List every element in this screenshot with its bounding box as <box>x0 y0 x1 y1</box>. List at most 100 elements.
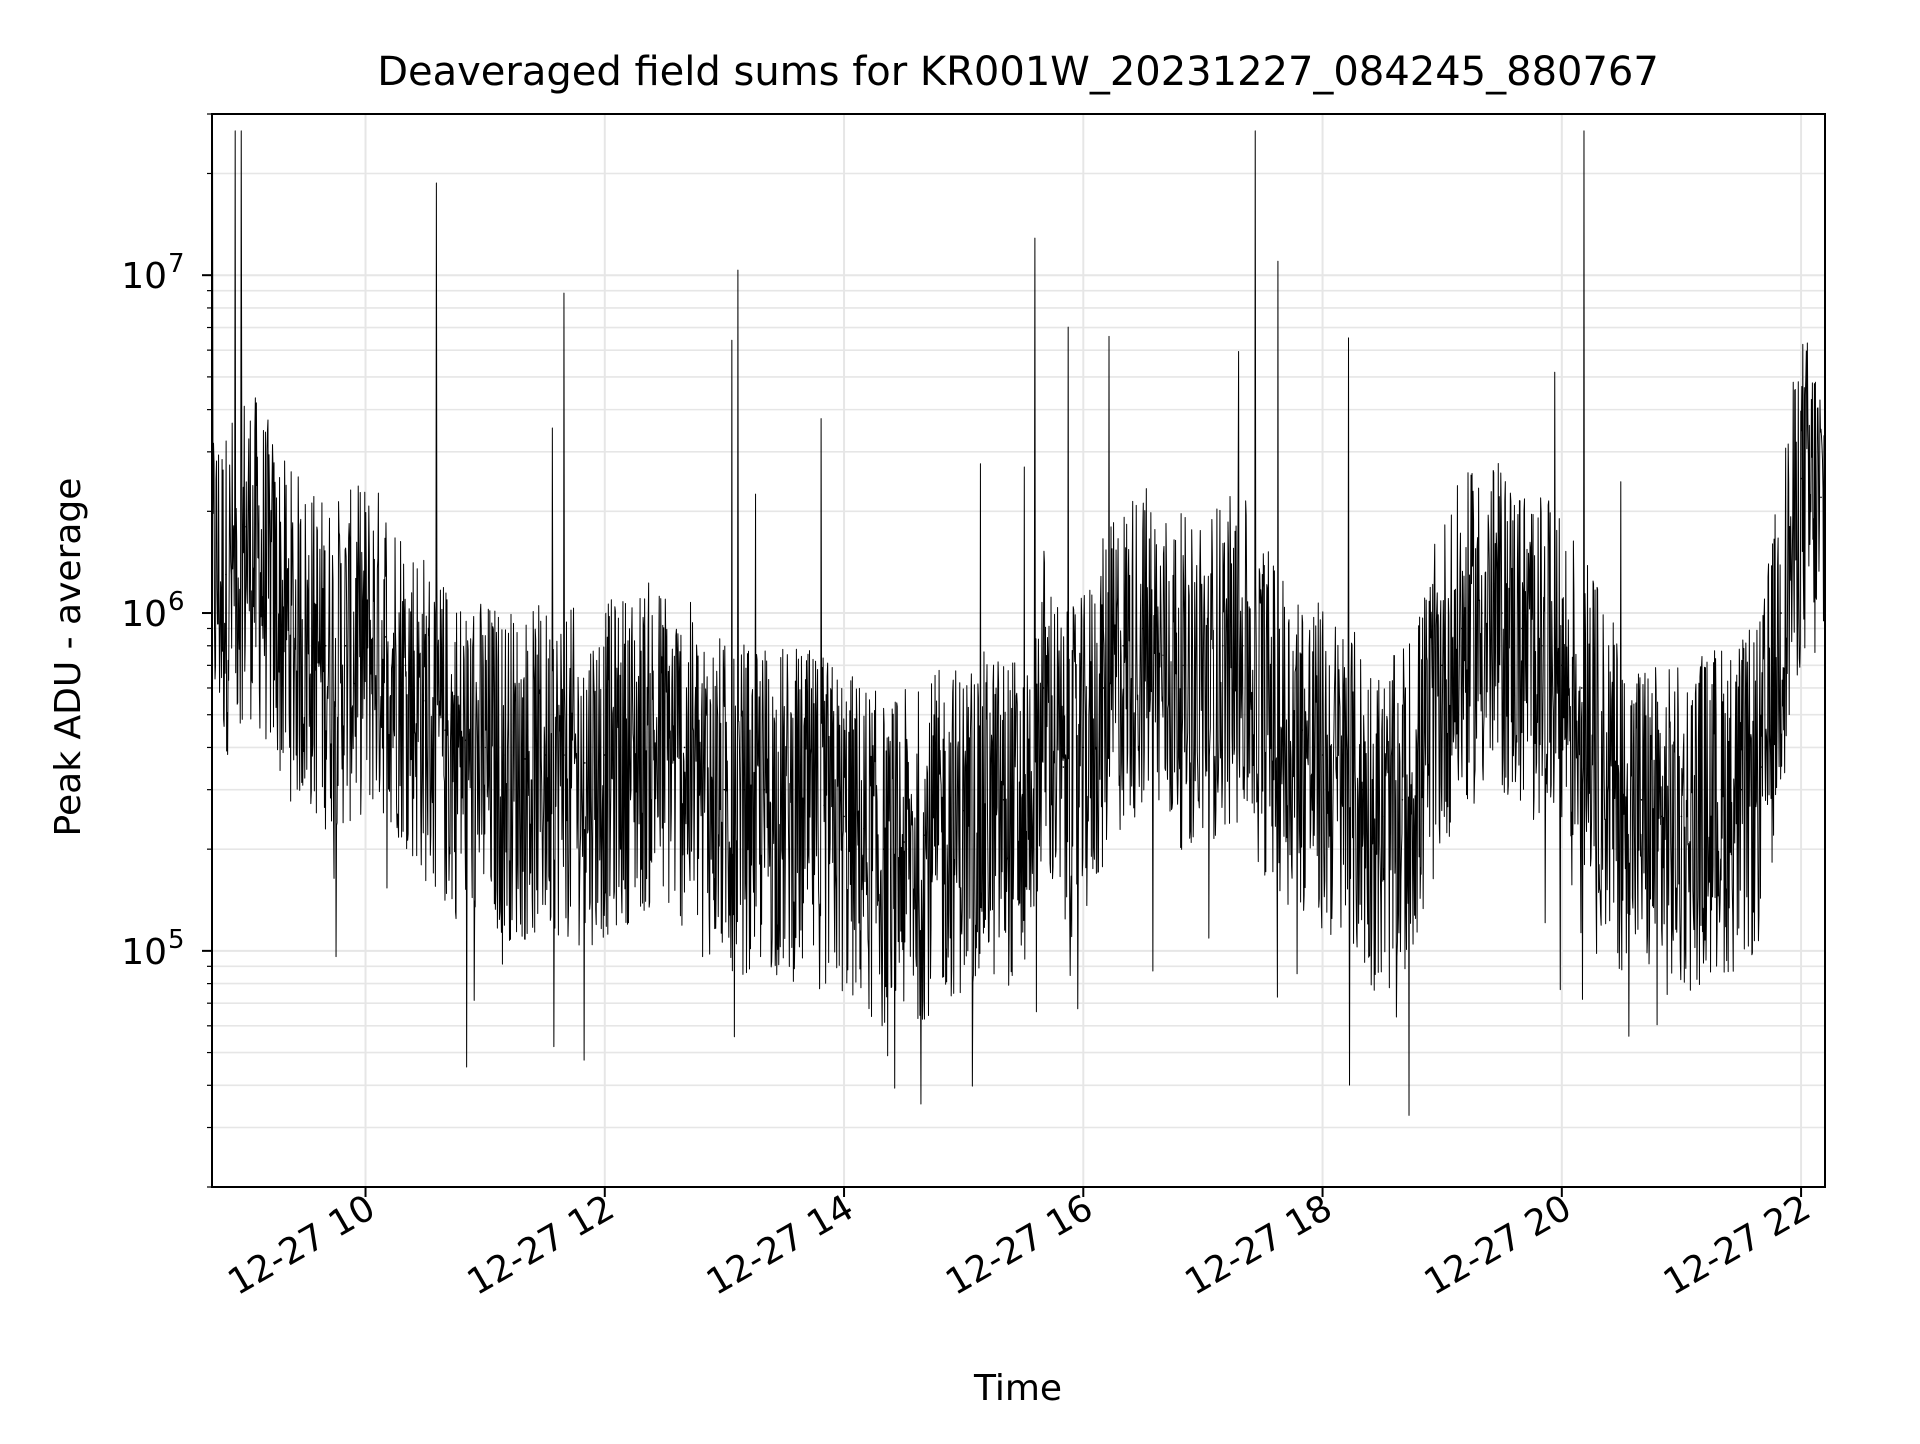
data-point <box>803 798 805 801</box>
data-point <box>1142 627 1144 630</box>
data-point <box>683 746 686 749</box>
data-point <box>444 729 447 731</box>
x-axis-label: Time <box>973 1368 1062 1409</box>
data-point <box>384 636 387 638</box>
data-point <box>344 644 347 647</box>
x-tick-label: 12-27 16 <box>939 1187 1100 1303</box>
data-point <box>1042 687 1045 689</box>
data-point <box>1640 798 1643 801</box>
data-point <box>922 834 925 836</box>
data-point <box>1022 804 1025 806</box>
data-point <box>843 815 845 818</box>
data-point <box>245 525 247 528</box>
data-point <box>524 758 526 760</box>
data-point <box>225 573 227 576</box>
data-point <box>1401 798 1404 801</box>
x-tick-label: 12-27 20 <box>1418 1187 1579 1303</box>
y-axis-label: Peak ADU - average <box>48 478 89 837</box>
data-point <box>623 739 626 742</box>
data-point <box>1242 644 1244 647</box>
x-tick-label: 12-27 14 <box>700 1187 861 1303</box>
data-point <box>1182 664 1184 667</box>
data-point <box>1002 798 1005 801</box>
data-point <box>564 754 566 756</box>
data-point <box>304 627 307 630</box>
data-point <box>1780 612 1782 614</box>
data-point <box>1501 612 1503 614</box>
data-point <box>1620 788 1623 791</box>
data-point <box>962 809 965 812</box>
data-point <box>903 841 905 843</box>
data-point <box>1222 644 1224 647</box>
data-point <box>1580 687 1583 689</box>
data-point <box>1561 664 1563 667</box>
data-point <box>1281 713 1284 716</box>
y-tick-label: 10 <box>121 594 167 635</box>
data-point <box>643 729 646 731</box>
data-point <box>863 827 865 830</box>
data-point <box>942 815 945 818</box>
data-point <box>823 804 825 806</box>
data-point <box>584 762 586 764</box>
data-point <box>1122 644 1124 647</box>
data-point <box>1202 664 1204 667</box>
data-point <box>404 664 407 667</box>
data-point <box>1521 627 1523 630</box>
data-point <box>1441 664 1443 667</box>
y-tick-label: 10 <box>121 256 167 297</box>
data-point <box>1461 627 1463 630</box>
data-point <box>1481 612 1483 614</box>
data-point <box>1800 477 1802 480</box>
data-point <box>1062 766 1065 768</box>
data-point <box>783 793 786 796</box>
y-tick-exponent: 6 <box>168 587 185 617</box>
data-point <box>1660 815 1663 818</box>
data-point <box>723 788 726 791</box>
data-point <box>982 798 985 801</box>
x-tick-label: 12-27 22 <box>1657 1187 1818 1303</box>
data-point <box>1162 654 1164 657</box>
data-point <box>1760 766 1762 768</box>
data-point <box>1820 496 1822 499</box>
data-point <box>763 788 766 791</box>
series-line <box>211 130 1826 1116</box>
data-point <box>663 729 666 731</box>
chart-title: Deaveraged field sums for KR001W_2023122… <box>377 49 1659 95</box>
x-tick-label: 12-27 12 <box>461 1187 622 1303</box>
data-point <box>1261 687 1264 689</box>
data-point <box>1381 815 1384 818</box>
data-point <box>1082 746 1085 749</box>
data-point <box>1341 766 1344 768</box>
data-point <box>324 644 327 647</box>
y-tick-exponent: 7 <box>168 249 185 279</box>
x-tick-layer: 12-27 10 12-27 12 12-27 14 12-27 16 12-27 18… <box>221 1187 1818 1304</box>
data-point <box>1102 687 1105 689</box>
data-point <box>265 562 267 565</box>
data-point <box>544 754 546 756</box>
data-point <box>1361 788 1364 791</box>
data-point <box>284 612 287 614</box>
data-point <box>464 739 467 742</box>
data-point <box>364 627 367 630</box>
data-point <box>504 754 506 756</box>
data-point <box>1720 788 1723 791</box>
data-point <box>424 699 427 702</box>
data-point <box>1740 788 1743 791</box>
data-point <box>1700 798 1703 801</box>
data-point <box>1321 754 1324 756</box>
data-point <box>603 754 606 756</box>
data-point <box>484 746 486 749</box>
data-point <box>883 848 885 850</box>
data-point <box>703 766 706 768</box>
y-tick-exponent: 5 <box>168 925 185 955</box>
x-tick-label: 12-27 10 <box>221 1187 382 1303</box>
grid-layer <box>212 113 1825 1188</box>
data-point <box>1600 746 1603 749</box>
data-point <box>1680 815 1683 818</box>
data-point <box>743 788 746 791</box>
data-layer <box>211 130 1826 1116</box>
data-point <box>1301 729 1304 731</box>
